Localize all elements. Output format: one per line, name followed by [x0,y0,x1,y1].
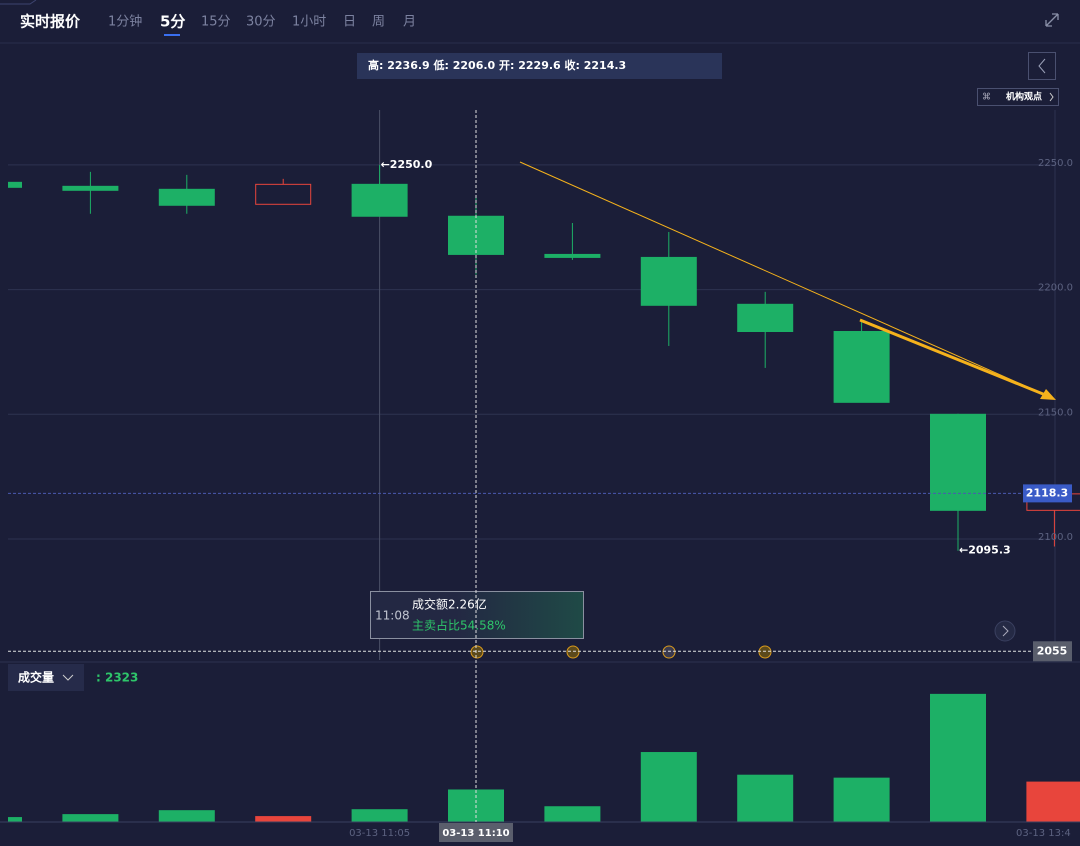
volume-bar [255,816,312,822]
x-tick-label: 03-13 11:10 [442,828,509,839]
tooltip: 11:08 成交额2.26亿 主卖占比54.58% [370,591,584,639]
x-axis: 03-13 11:05 03-13 11:10 03-13 13:4 [349,823,1071,842]
tab[interactable]: 5分 [160,13,185,31]
candle-body [737,303,794,332]
volume-bar [62,814,119,822]
side-panel-button[interactable] [1028,52,1056,80]
candle-body [930,413,986,511]
ohlc-box [357,53,722,79]
volume-bar [930,693,986,822]
volume-bar [1026,781,1080,822]
chevron-right [1049,92,1054,102]
volume-select[interactable] [8,664,84,691]
corner-mark [0,0,37,5]
trend-arrow-head [1040,389,1056,400]
volume-bar [8,817,22,822]
annotation: ←2250.0 [381,158,433,171]
last-price-label: 2118.3 [1026,486,1068,499]
trend-arrow-thin [519,161,1049,397]
event-icon[interactable] [662,645,676,659]
collapse-icon[interactable] [1045,13,1059,27]
chevron-down [62,674,74,681]
y-tick-label: 2150.0 [1038,407,1073,418]
event-icons [470,645,772,659]
volume-bar [544,806,601,822]
volume-bar [351,809,408,822]
reference-label: 2055 [1037,644,1068,657]
volume-plot [8,693,1080,822]
next-button[interactable] [994,620,1016,642]
y-tick-label: 2250.0 [1038,158,1073,169]
trend-arrow [859,318,1049,398]
tooltip-ratio: 主卖占比54.58% [412,618,506,633]
x-tick-label: 03-13 11:05 [349,828,410,839]
view-button[interactable] [977,88,1059,106]
tab[interactable]: 30分 [246,15,276,30]
annotation: ←2095.3 [959,544,1011,557]
ohlc-readout: 高: 2236.9 低: 2206.0 开: 2229.6 收: 2214.3 [368,58,626,72]
chevron-right [1002,625,1009,637]
volume-label[interactable]: 成交量 [18,670,54,685]
tabs: 1分钟 5分 15分 30分 1小时 日 周 月 [108,13,416,36]
tooltip-box [370,591,584,639]
tab[interactable]: 日 [343,15,356,30]
reference-box [1033,641,1072,662]
candle-body [351,183,408,217]
candle-body [255,183,312,205]
event-icon[interactable] [758,645,772,659]
volume-bar [640,752,697,822]
volume-bar [833,777,890,822]
candle-body [833,330,890,403]
tab[interactable]: 15分 [201,15,231,30]
last-price-box [1023,484,1072,503]
event-icon[interactable] [470,645,484,659]
y-tick-label: 2200.0 [1038,283,1073,294]
volume-bar [158,810,215,822]
candle-body [640,256,697,306]
candle-body [8,181,22,188]
event-icon[interactable] [566,645,580,659]
volume-bar [737,774,794,822]
tab[interactable]: 周 [372,15,385,30]
chevron-left [1038,58,1046,74]
x-label-highlight [439,823,513,842]
page-title: 实时报价 [20,13,81,31]
tab[interactable]: 月 [403,15,416,30]
tooltip-amount: 成交额2.26亿 [412,597,487,612]
x-tick-label: 03-13 13:4 [1016,828,1071,839]
y-tick-label: 2100.0 [1038,532,1073,543]
candle-body [544,253,601,258]
candle-body [62,185,119,191]
view-icon: ⌘ [982,93,991,103]
candle-plot [8,110,1080,660]
tab[interactable]: 1小时 [292,15,326,30]
volume-readout: : 2323 [96,671,138,685]
tab-underline [164,34,180,36]
tab[interactable]: 1分钟 [108,14,142,30]
tooltip-time: 11:08 [375,609,410,623]
overlay: 2118.3 2055 ←2250.0 ←2095.3 [8,110,1072,822]
candle-body [158,188,215,206]
view-button-label[interactable]: 机构观点 [1006,91,1042,103]
